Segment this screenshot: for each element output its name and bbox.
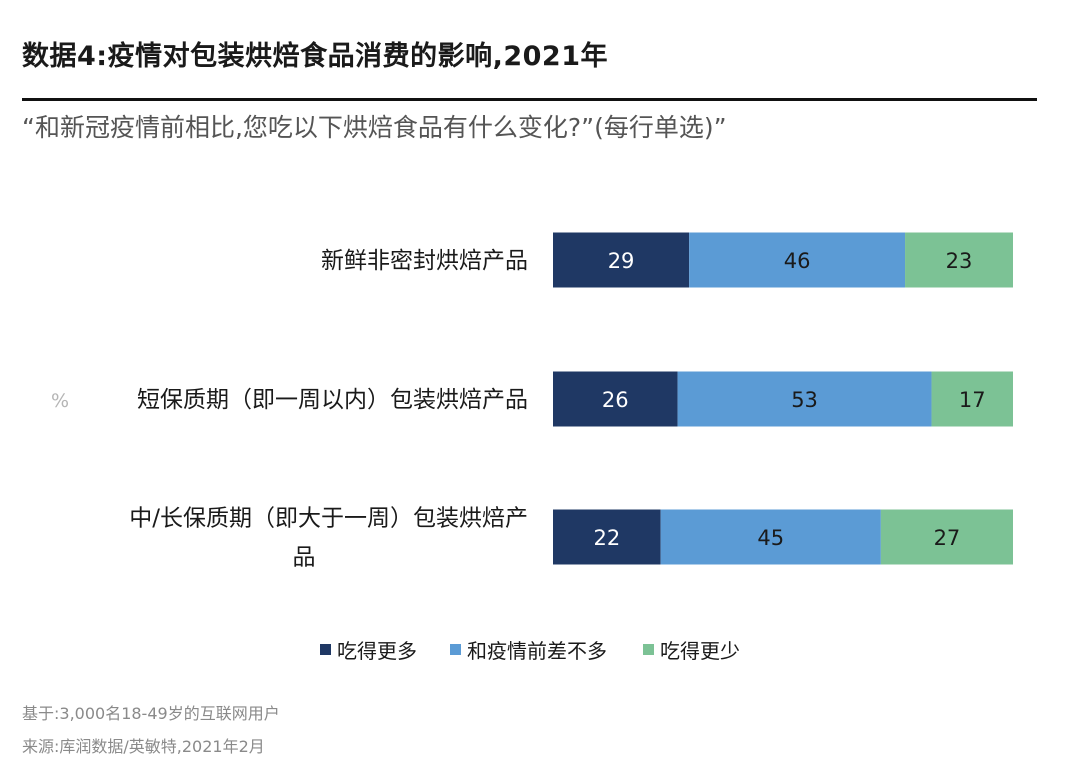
bar-segment xyxy=(689,232,906,288)
footnote-base: 基于:3,000名18-49岁的互联网用户 xyxy=(22,704,280,723)
bar-segment xyxy=(553,509,661,565)
bar-segment xyxy=(553,371,678,427)
category-label: 品 xyxy=(293,545,316,571)
legend-swatch xyxy=(320,644,331,655)
footnote-source: 来源:库润数据/英敏特,2021年2月 xyxy=(22,737,265,756)
legend-entry: 吃得更多 xyxy=(337,639,417,663)
chart-subtitle: “和新冠疫情前相比,您吃以下烘焙食品有什么变化?”(每行单选)” xyxy=(22,113,727,142)
legend-swatch xyxy=(643,644,654,655)
data-label: 23 xyxy=(946,249,973,273)
bar-segment xyxy=(905,232,1013,288)
data-label: 26 xyxy=(602,388,629,412)
stacked-bar-chart: 29 46 23 新鲜非密封烘焙产品 26 53 17 短保质期（即一周以内）包装烘焙产品 22… xyxy=(51,232,1013,663)
data-label: 53 xyxy=(791,388,818,412)
data-label: 29 xyxy=(608,249,635,273)
data-label: 46 xyxy=(784,249,811,273)
legend-entry: 和疫情前差不多 xyxy=(467,639,607,663)
title-divider xyxy=(22,98,1037,101)
bar-segment xyxy=(677,371,932,427)
data-label: 45 xyxy=(757,526,784,550)
category-label: 新鲜非密封烘焙产品 xyxy=(321,248,528,274)
category-label: 短保质期（即一周以内）包装烘焙产品 xyxy=(137,387,528,413)
data-label: 27 xyxy=(934,526,961,550)
bar-segment xyxy=(553,232,690,288)
legend-entry: 吃得更少 xyxy=(660,639,740,663)
chart-title: 数据4:疫情对包装烘焙食品消费的影响,2021年 xyxy=(22,41,608,72)
category-label: 中/长保质期（即大于一周）包装烘焙产 xyxy=(129,506,528,532)
bar-segment xyxy=(880,509,1013,565)
bar-segment xyxy=(660,509,881,565)
data-label: 17 xyxy=(959,388,986,412)
legend-swatch xyxy=(450,644,461,655)
bar-segment xyxy=(931,371,1013,427)
data-label: 22 xyxy=(593,526,620,550)
unit-label: % xyxy=(51,390,69,412)
